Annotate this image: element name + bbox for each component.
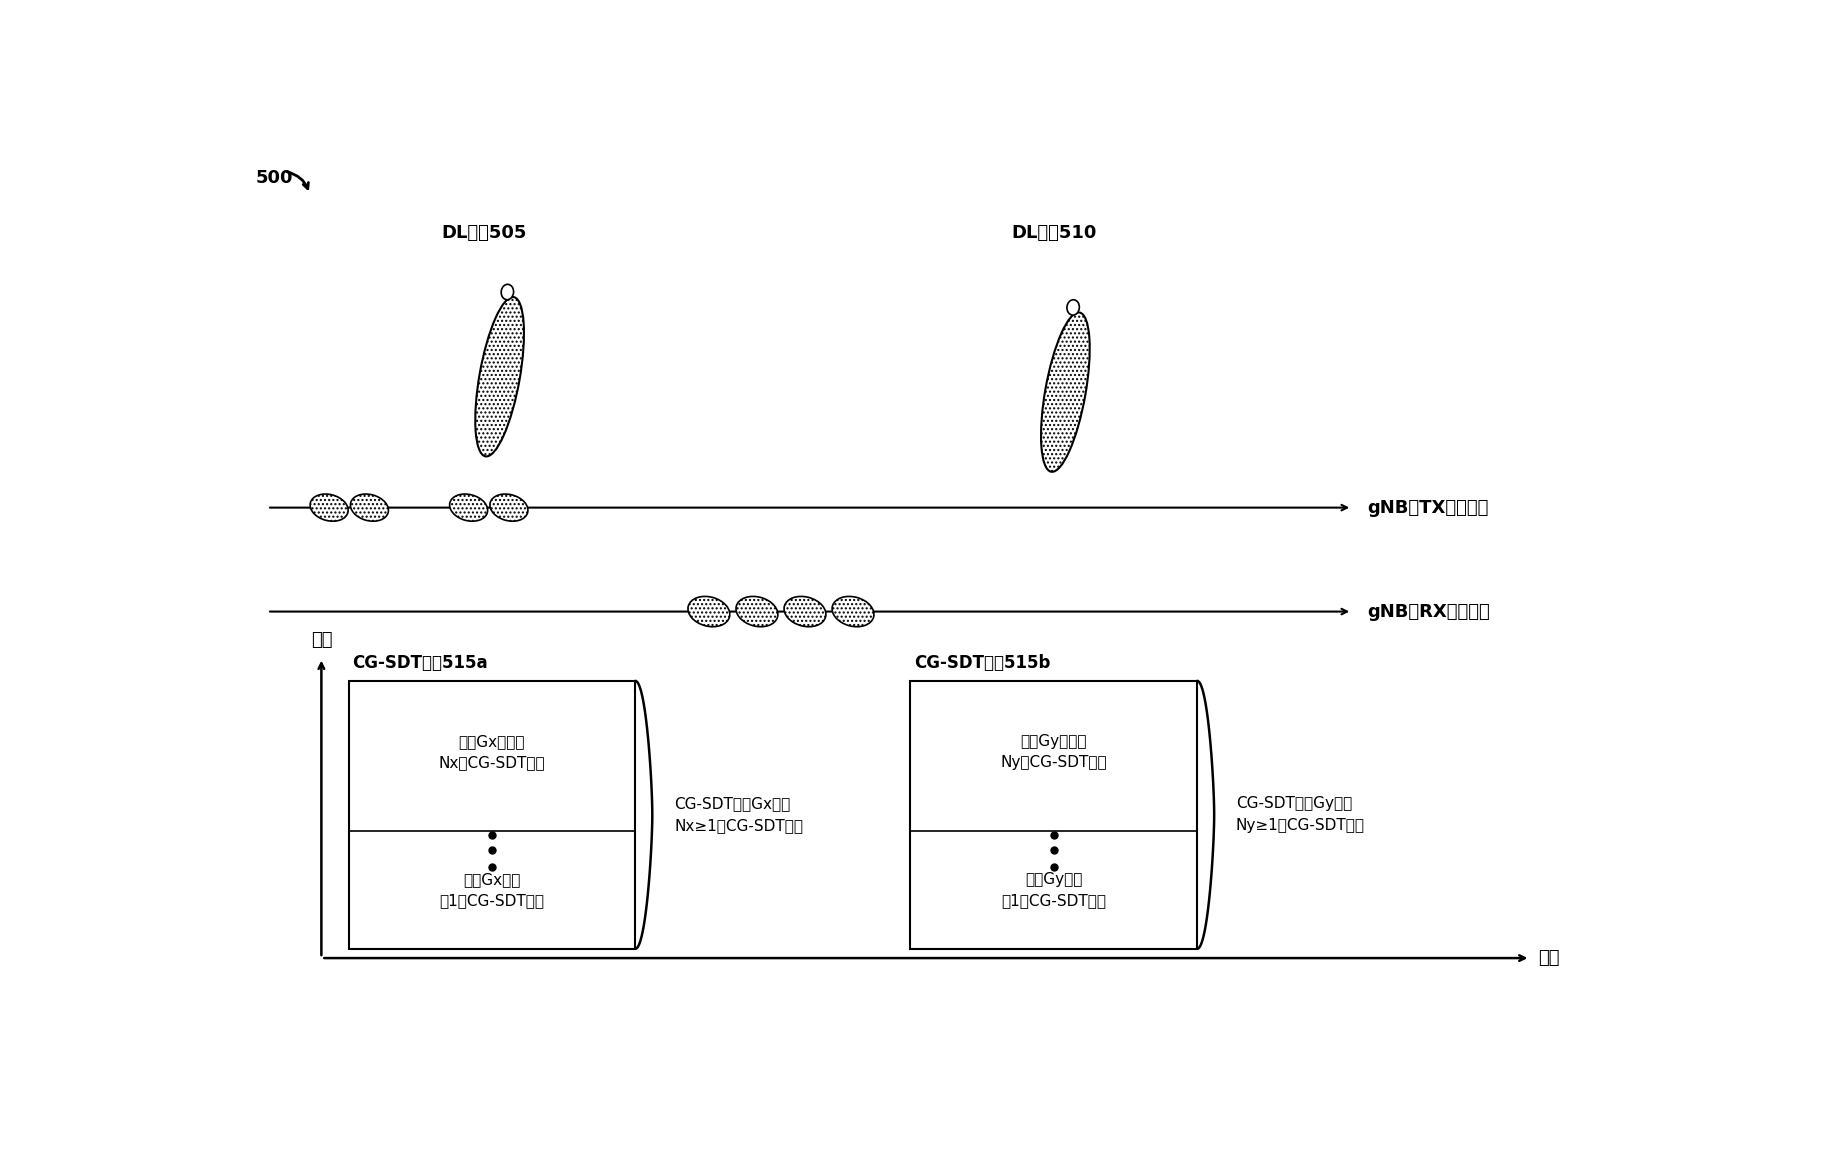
Text: CG-SDT群组Gx中的
Nx≥1个CG-SDT时机: CG-SDT群组Gx中的 Nx≥1个CG-SDT时机 [674, 797, 804, 834]
Ellipse shape [1067, 300, 1080, 315]
Text: CG-SDT群组Gy中的
Ny≥1个CG-SDT时机: CG-SDT群组Gy中的 Ny≥1个CG-SDT时机 [1235, 797, 1365, 834]
Bar [349, 680, 636, 949]
Ellipse shape [449, 494, 488, 521]
Text: 群组Gx中的第
Nx个CG-SDT时机: 群组Gx中的第 Nx个CG-SDT时机 [438, 734, 544, 770]
Ellipse shape [784, 597, 826, 627]
Ellipse shape [490, 494, 528, 521]
Text: gNB的RX波束扫描: gNB的RX波束扫描 [1368, 602, 1491, 621]
Ellipse shape [689, 597, 729, 627]
Ellipse shape [475, 297, 524, 456]
Text: DL波束510: DL波束510 [1010, 224, 1096, 242]
Bar [910, 680, 1197, 949]
Ellipse shape [351, 494, 389, 521]
Ellipse shape [1041, 313, 1089, 472]
Ellipse shape [736, 597, 778, 627]
Text: 频率: 频率 [311, 630, 333, 649]
Ellipse shape [831, 597, 873, 627]
Text: CG-SDT群组515b: CG-SDT群组515b [914, 654, 1051, 671]
Text: 群组Gy中的第
Ny个CG-SDT时机: 群组Gy中的第 Ny个CG-SDT时机 [1001, 734, 1107, 770]
Text: DL波束505: DL波束505 [442, 224, 526, 242]
Text: 群组Gy中的
第1个CG-SDT时机: 群组Gy中的 第1个CG-SDT时机 [1001, 872, 1107, 908]
Text: CG-SDT群组515a: CG-SDT群组515a [353, 654, 488, 671]
Text: gNB的TX波束扫描: gNB的TX波束扫描 [1368, 499, 1489, 516]
Text: 500: 500 [256, 169, 292, 187]
Text: 时间: 时间 [1538, 949, 1560, 968]
Text: 群组Gx中的
第1个CG-SDT时机: 群组Gx中的 第1个CG-SDT时机 [438, 872, 544, 908]
Ellipse shape [501, 284, 513, 300]
Ellipse shape [311, 494, 349, 521]
